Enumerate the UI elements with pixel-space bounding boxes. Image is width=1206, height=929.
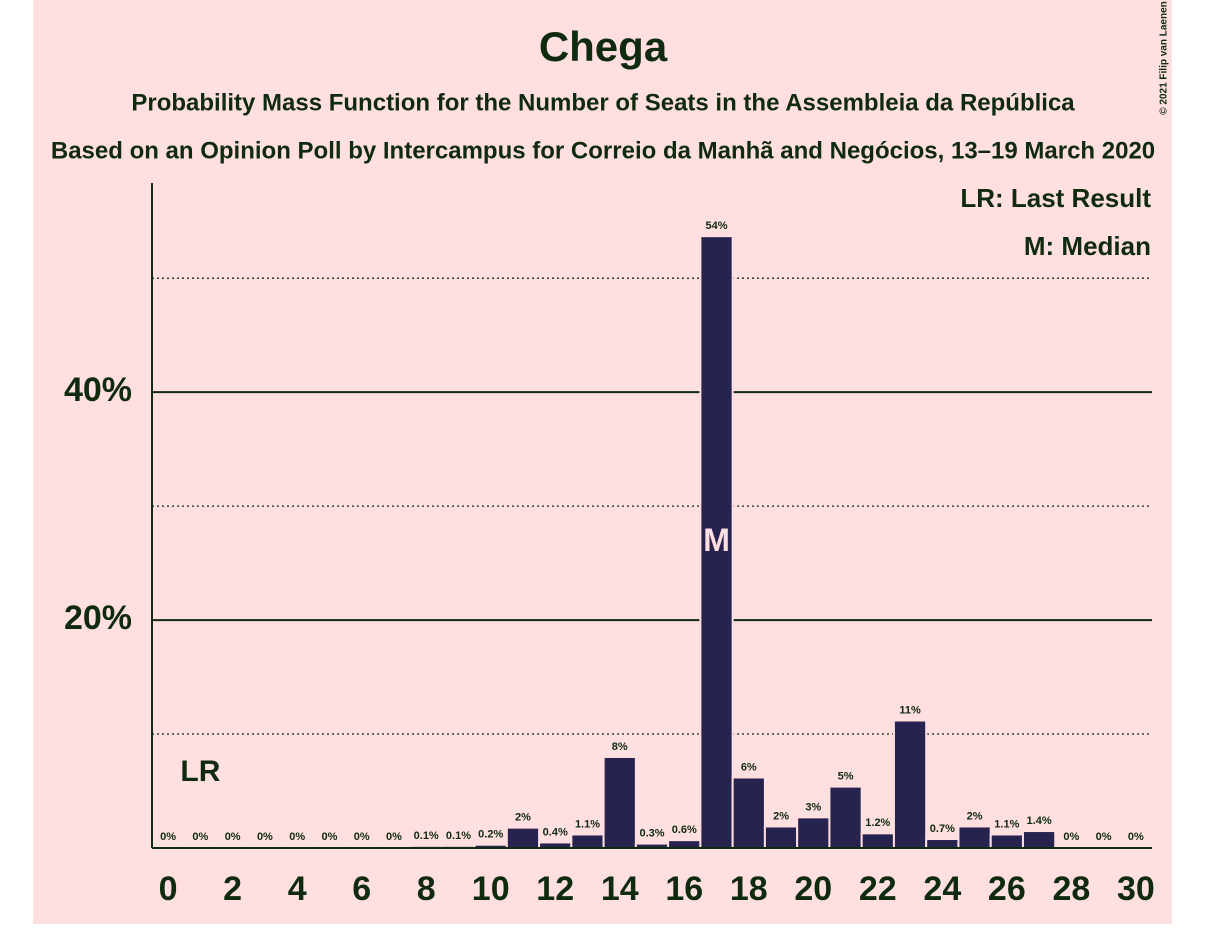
value-label: 54% [706, 220, 728, 232]
value-label: 0.1% [414, 830, 439, 842]
x-tick-label: 16 [665, 870, 703, 908]
y-tick-label: 40% [64, 371, 132, 409]
background [33, 0, 1172, 924]
value-label: 0% [192, 831, 208, 843]
x-tick-label: 14 [601, 870, 639, 908]
x-tick-label: 10 [472, 870, 510, 908]
bar [989, 833, 1024, 850]
value-label: 0.3% [639, 827, 664, 839]
x-tick-label: 28 [1052, 870, 1090, 908]
value-label: 0.4% [543, 826, 568, 838]
x-tick-label: 22 [859, 870, 897, 908]
value-label: 0.6% [672, 824, 697, 836]
value-label: 0% [1063, 831, 1079, 843]
bar [602, 755, 637, 849]
value-label: 0% [321, 831, 337, 843]
chart-subtitle: Probability Mass Function for the Number… [131, 89, 1075, 116]
bar [892, 719, 928, 850]
x-tick-label: 30 [1117, 870, 1155, 908]
median-marker: M [703, 522, 730, 558]
value-label: 0% [386, 831, 402, 843]
value-label: 2% [967, 810, 983, 822]
x-tick-label: 26 [988, 870, 1026, 908]
x-tick-label: 24 [923, 870, 961, 908]
legend-entry: LR: Last Result [960, 183, 1151, 213]
value-label: 11% [899, 704, 921, 716]
value-label: 0% [354, 831, 370, 843]
value-label: 0% [1096, 831, 1112, 843]
value-label: 0% [289, 831, 305, 843]
value-label: 5% [838, 771, 854, 783]
chart-title: Chega [539, 23, 668, 70]
legend-entry: M: Median [1024, 231, 1151, 261]
bar [731, 776, 766, 849]
bar [860, 832, 895, 850]
bar [796, 816, 831, 849]
value-label: 1.2% [865, 817, 890, 829]
x-tick-label: 4 [288, 870, 307, 908]
value-label: 1.1% [994, 818, 1019, 830]
value-label: 0% [257, 831, 273, 843]
value-label: 8% [612, 741, 628, 753]
y-tick-label: 20% [64, 599, 132, 637]
value-label: 0% [225, 831, 241, 843]
bar [925, 838, 960, 849]
bar [828, 785, 863, 849]
value-label: 2% [773, 810, 789, 822]
bar [957, 825, 992, 849]
copyright: © 2021 Filip van Laenen [1159, 1, 1170, 115]
value-label: 0% [1128, 831, 1144, 843]
value-label: 3% [805, 801, 821, 813]
chart-subtitle: Based on an Opinion Poll by Intercampus … [51, 137, 1155, 164]
x-tick-label: 6 [352, 870, 371, 908]
bar [763, 825, 799, 849]
bar [667, 839, 702, 849]
x-tick-label: 12 [536, 870, 574, 908]
x-tick-label: 2 [223, 870, 242, 908]
value-label: 0% [160, 831, 176, 843]
value-label: 6% [741, 761, 757, 773]
bar [699, 235, 734, 849]
value-label: 0.2% [478, 829, 503, 841]
value-label: 2% [515, 812, 531, 824]
bar [1021, 830, 1057, 849]
value-label: 1.1% [575, 818, 600, 830]
x-tick-label: 8 [417, 870, 436, 908]
x-tick-label: 20 [794, 870, 832, 908]
value-label: 1.4% [1027, 815, 1052, 827]
x-tick-label: 18 [730, 870, 768, 908]
x-tick-label: 0 [159, 870, 178, 908]
bar [570, 833, 605, 850]
value-label: 0.1% [446, 830, 471, 842]
bar [505, 826, 541, 849]
value-label: 0.7% [930, 823, 955, 835]
last-result-marker: LR [180, 755, 220, 788]
